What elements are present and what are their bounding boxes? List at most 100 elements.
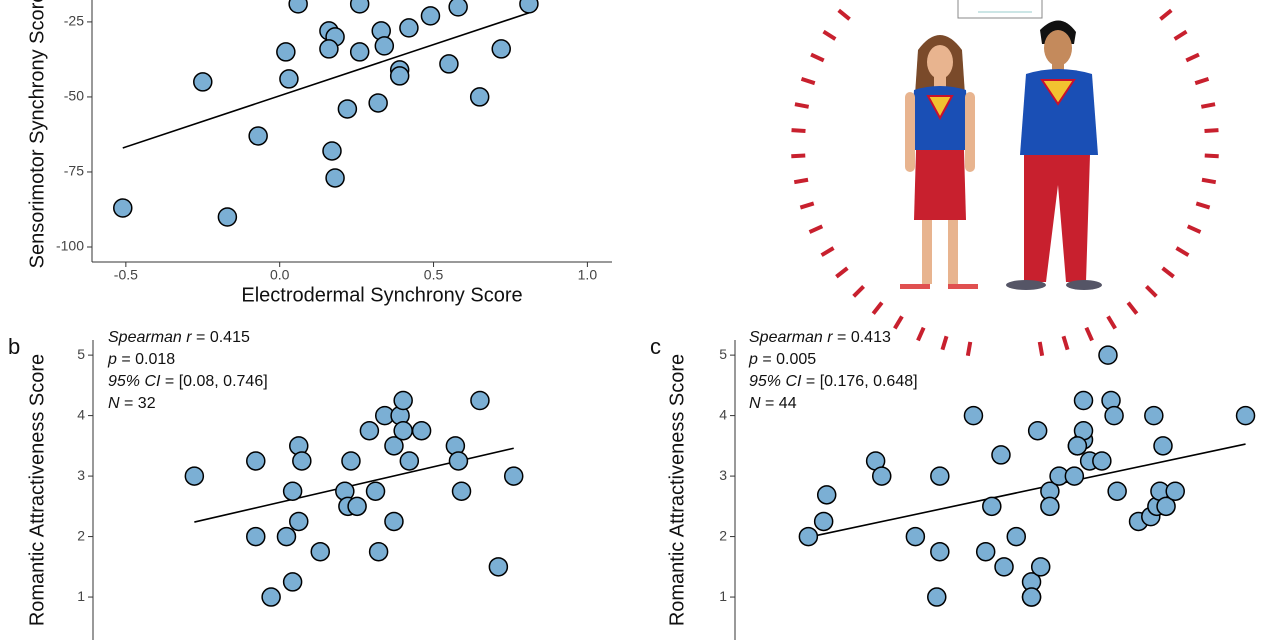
data-point <box>470 390 490 411</box>
decor-dash <box>1145 285 1158 298</box>
decor-dash <box>893 315 904 330</box>
data-point <box>1067 436 1088 456</box>
decor-dash <box>791 153 806 159</box>
data-point <box>399 18 419 38</box>
decor-dash <box>791 128 806 134</box>
data-point <box>1107 481 1127 501</box>
decor-dash <box>799 201 815 210</box>
decor-dash <box>810 52 825 63</box>
y-tick-label: 3 <box>77 467 85 483</box>
y-axis-label: Romantic Attractiveness Score <box>26 354 48 626</box>
data-point <box>365 481 386 501</box>
data-point <box>1073 390 1094 411</box>
decor-dash <box>808 224 824 234</box>
data-point <box>282 481 303 501</box>
data-point <box>1156 496 1176 517</box>
decor-dash <box>965 341 973 357</box>
decor-dash <box>1194 76 1210 86</box>
data-point <box>519 0 539 14</box>
decor-dash <box>1037 341 1045 357</box>
data-point <box>393 420 413 441</box>
data-point <box>282 572 303 592</box>
annotation: 95% CI = [0.176, 0.648] <box>749 373 918 390</box>
decor-dash <box>1200 102 1216 109</box>
data-point <box>975 541 996 562</box>
data-point <box>288 0 308 14</box>
y-axis-label: Romantic Attractiveness Score <box>666 354 688 626</box>
data-point <box>113 198 133 218</box>
x-tick-label: 0.0 <box>270 267 290 283</box>
y-tick-label: -25 <box>64 13 84 29</box>
data-point <box>1006 526 1027 547</box>
data-point <box>1027 420 1048 441</box>
y-tick-label: 2 <box>719 527 727 543</box>
x-tick-label: -0.5 <box>114 267 138 283</box>
data-point <box>927 587 947 607</box>
data-point <box>359 420 380 441</box>
y-tick-label: 1 <box>77 588 85 604</box>
annotation-text: = 0.413 <box>833 329 891 346</box>
data-point <box>871 466 892 486</box>
decor-dash <box>1185 52 1200 63</box>
data-point <box>1064 466 1085 486</box>
data-point <box>384 511 404 532</box>
fit-line <box>811 443 1246 538</box>
decor-dash <box>916 326 926 342</box>
annotation-label: p <box>748 351 758 368</box>
annotation: Spearman r = 0.413 <box>749 329 891 346</box>
data-point <box>448 451 469 471</box>
decor-dash <box>1204 128 1219 134</box>
x-axis-label: Electrodermal Synchrony Score <box>241 284 522 306</box>
y-tick-label: -50 <box>64 88 84 104</box>
illustration <box>791 0 1219 357</box>
mini-chart-frame <box>957 0 1043 19</box>
panel-label: b <box>8 334 20 359</box>
annotation: N = 32 <box>108 395 156 412</box>
woman-figure <box>900 35 978 289</box>
y-tick-label: 4 <box>719 406 727 422</box>
data-point <box>341 451 361 471</box>
annotation: N = 44 <box>749 395 797 412</box>
decor-dash <box>1159 8 1173 21</box>
data-point <box>451 481 472 501</box>
data-point <box>399 451 420 471</box>
fit-line <box>122 12 530 149</box>
data-point <box>246 451 266 471</box>
decor-dash <box>1195 201 1211 210</box>
data-point <box>1153 436 1173 456</box>
y-tick-label: 1 <box>719 588 727 604</box>
annotation-text: = [0.08, 0.746] <box>160 373 267 390</box>
y-tick-label: 3 <box>719 467 727 483</box>
annotation-label: N <box>749 395 761 412</box>
data-point <box>389 66 410 86</box>
data-point <box>248 126 268 146</box>
data-point <box>276 42 296 62</box>
panel-label: c <box>650 334 661 359</box>
decor-dash <box>820 246 835 257</box>
data-point <box>279 69 299 89</box>
annotation-text: = 0.005 <box>758 351 816 368</box>
decor-dash <box>1173 29 1188 41</box>
data-point <box>469 87 490 107</box>
data-point <box>261 587 281 607</box>
annotation-label: 95% CI <box>108 373 161 390</box>
data-point <box>368 93 388 113</box>
annotation-label: 95% CI <box>749 373 802 390</box>
data-point <box>1021 587 1042 607</box>
y-tick-label: 5 <box>77 346 85 362</box>
data-point <box>349 42 370 62</box>
decor-dash <box>1106 315 1117 330</box>
data-point <box>337 99 358 119</box>
y-tick-label: 4 <box>77 406 85 422</box>
decor-dash <box>800 76 816 86</box>
y-tick-label: 2 <box>77 527 85 543</box>
data-point <box>319 39 339 59</box>
data-point <box>411 420 432 441</box>
decor-dash <box>835 266 849 279</box>
man-figure <box>1006 20 1102 290</box>
data-point <box>420 6 441 26</box>
data-point <box>349 0 370 14</box>
y-tick-label: 5 <box>719 346 727 362</box>
data-point <box>963 405 984 426</box>
annotation-text: = 0.415 <box>192 329 250 346</box>
